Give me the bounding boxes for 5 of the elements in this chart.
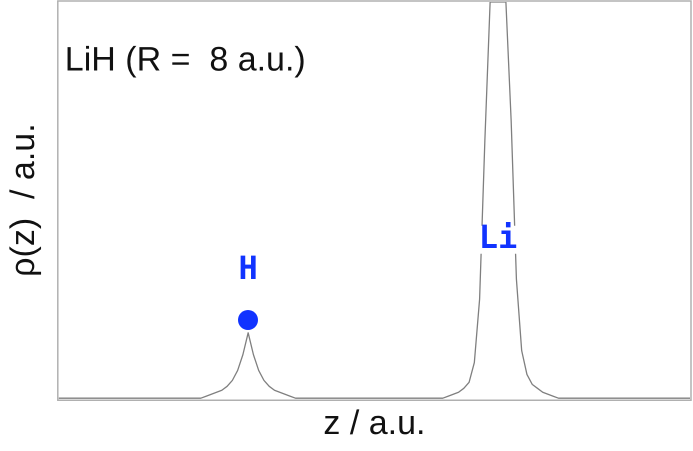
- annotation: H: [238, 249, 258, 288]
- annotation: Li: [478, 218, 518, 256]
- text: LiH (R = 8 a.u.): [64, 40, 306, 78]
- x-axis-title: z / a.u.: [323, 404, 426, 442]
- y-axis-title: ρ(z) / a.u.: [4, 123, 42, 277]
